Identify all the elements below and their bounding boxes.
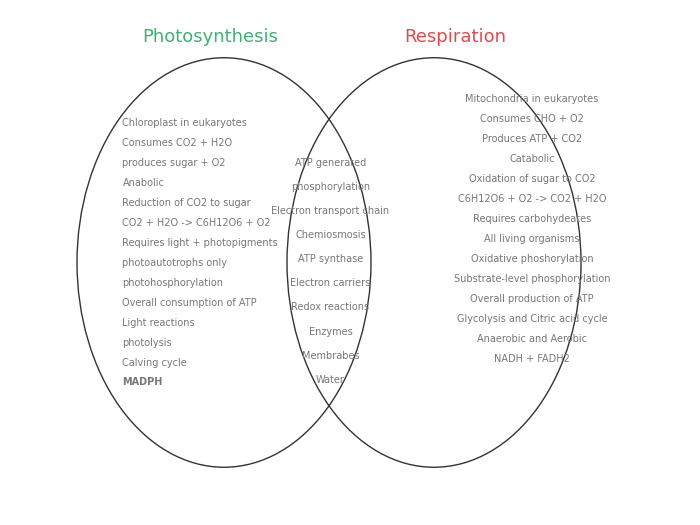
Text: Oxidative phoshorylation: Oxidative phoshorylation: [470, 254, 594, 264]
Text: photoautotrophs only: photoautotrophs only: [122, 258, 228, 268]
Text: Membrabes: Membrabes: [302, 351, 359, 361]
Text: Glycolysis and Citric acid cycle: Glycolysis and Citric acid cycle: [456, 314, 608, 324]
Text: Respiration: Respiration: [404, 28, 506, 46]
Text: photolysis: photolysis: [122, 338, 172, 348]
Text: Catabolic: Catabolic: [509, 154, 555, 164]
Text: Reduction of CO2 to sugar: Reduction of CO2 to sugar: [122, 198, 251, 208]
Text: Anaerobic and Aerobic: Anaerobic and Aerobic: [477, 334, 587, 344]
Text: Water: Water: [316, 375, 345, 385]
Text: ATP generated: ATP generated: [295, 158, 366, 167]
Text: Substrate-level phosphorylation: Substrate-level phosphorylation: [454, 274, 610, 284]
Text: All living organisms: All living organisms: [484, 234, 580, 244]
Text: Calving cycle: Calving cycle: [122, 358, 188, 368]
Text: Mitochondria in eukaryotes: Mitochondria in eukaryotes: [466, 94, 598, 104]
Text: Overall production of ATP: Overall production of ATP: [470, 294, 594, 304]
Text: Anabolic: Anabolic: [122, 178, 164, 188]
Text: NADH + FADH2: NADH + FADH2: [494, 354, 570, 364]
Text: Produces ATP + CO2: Produces ATP + CO2: [482, 134, 582, 144]
Text: Requires light + photopigments: Requires light + photopigments: [122, 238, 278, 248]
Text: Electron transport chain: Electron transport chain: [272, 206, 389, 216]
Text: MADPH: MADPH: [122, 377, 163, 387]
Text: Consumes CHO + O2: Consumes CHO + O2: [480, 114, 584, 124]
Text: Light reactions: Light reactions: [122, 318, 195, 328]
Text: Overall consumption of ATP: Overall consumption of ATP: [122, 298, 257, 308]
Text: CO2 + H2O -> C6H12O6 + O2: CO2 + H2O -> C6H12O6 + O2: [122, 218, 271, 228]
Text: Chemiosmosis: Chemiosmosis: [295, 230, 365, 240]
Text: photohosphorylation: photohosphorylation: [122, 278, 223, 288]
Text: Photosynthesis: Photosynthesis: [142, 28, 278, 46]
Text: Redox reactions: Redox reactions: [291, 302, 370, 312]
Text: Requires carbohydeates: Requires carbohydeates: [473, 214, 591, 224]
Text: Consumes CO2 + H2O: Consumes CO2 + H2O: [122, 138, 232, 148]
Text: phosphorylation: phosphorylation: [290, 182, 370, 192]
Text: Chloroplast in eukaryotes: Chloroplast in eukaryotes: [122, 118, 247, 128]
Text: Enzymes: Enzymes: [309, 327, 352, 337]
Text: Electron carriers: Electron carriers: [290, 278, 370, 288]
Text: Oxidation of sugar to CO2: Oxidation of sugar to CO2: [469, 174, 595, 184]
Text: ATP synthase: ATP synthase: [298, 254, 363, 264]
Text: C6H12O6 + O2 -> CO2 + H2O: C6H12O6 + O2 -> CO2 + H2O: [458, 194, 606, 204]
Text: produces sugar + O2: produces sugar + O2: [122, 158, 226, 168]
